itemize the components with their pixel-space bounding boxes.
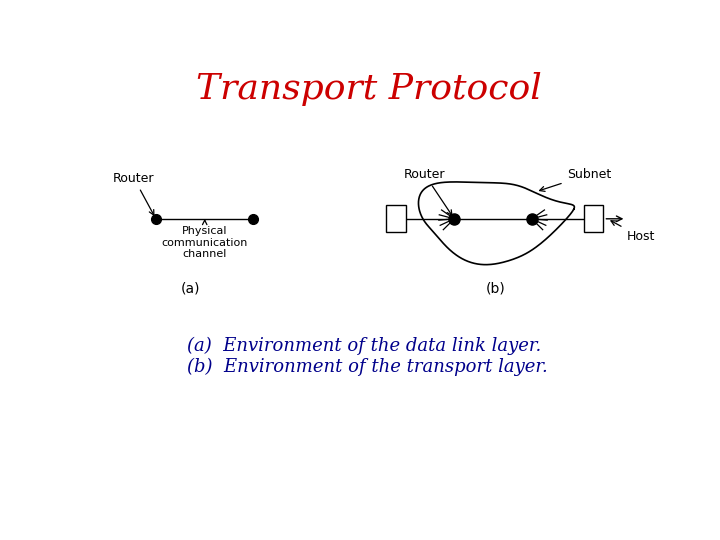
- Text: Subnet: Subnet: [539, 168, 611, 191]
- Text: (b): (b): [485, 281, 505, 295]
- Text: (a): (a): [181, 281, 200, 295]
- Text: Host: Host: [611, 221, 654, 244]
- Bar: [584, 205, 603, 232]
- Text: (b)  Environment of the transport layer.: (b) Environment of the transport layer.: [187, 357, 548, 376]
- Text: Transport Protocol: Transport Protocol: [196, 72, 542, 106]
- Bar: [387, 205, 406, 232]
- Text: Physical
communication
channel: Physical communication channel: [161, 220, 248, 259]
- Text: Router: Router: [113, 172, 155, 215]
- Text: Router: Router: [404, 168, 452, 215]
- Text: (a)  Environment of the data link layer.: (a) Environment of the data link layer.: [187, 337, 541, 355]
